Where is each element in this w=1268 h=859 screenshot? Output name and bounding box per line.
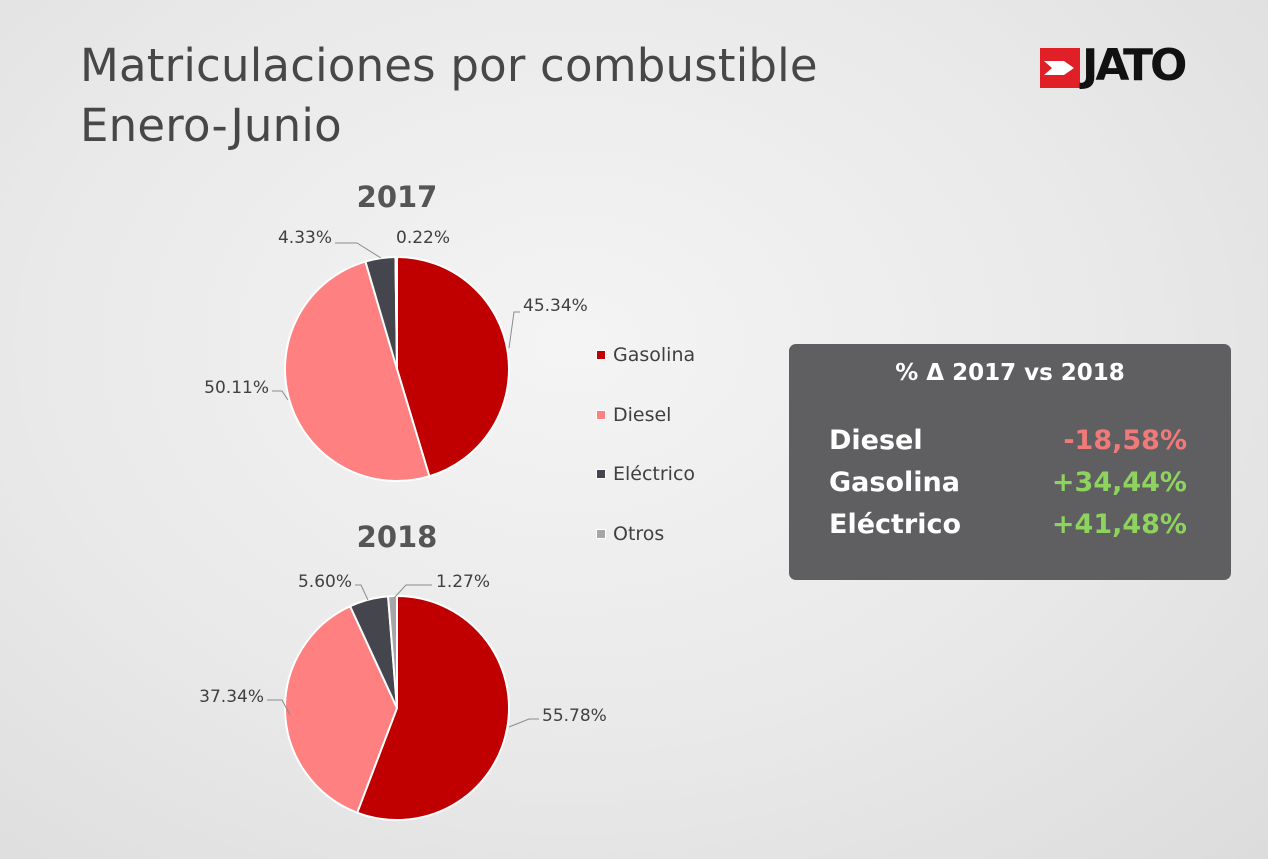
pie-slice-2018-otros xyxy=(386,594,398,709)
legend-item-diesel: Diesel xyxy=(596,402,695,462)
chart-legend: Gasolina Diesel Eléctrico Otros xyxy=(596,342,695,580)
data-label-2018-electrico: 5.60% xyxy=(298,572,352,592)
legend-swatch-electrico xyxy=(596,469,606,479)
title-line-1: Matriculaciones por combustible xyxy=(80,39,818,92)
pie-slice-2017-gasolina xyxy=(396,255,510,478)
pie-title-2018: 2018 xyxy=(357,520,438,554)
data-label-2018-gasolina: 55.78% xyxy=(542,706,607,726)
leader-line-2018-gasolina xyxy=(508,718,539,728)
pie-charts: 2017 45.34% 50.11% 4.33% 0.22% 2018 55.78% 37.3… xyxy=(199,180,607,821)
page-title: Matriculaciones por combustible Enero-Ju… xyxy=(80,36,818,156)
change-label: Diesel xyxy=(829,425,923,456)
change-row-gasolina: Gasolina +34,44% xyxy=(829,467,1187,507)
panel-title: % Δ 2017 vs 2018 xyxy=(895,360,1125,386)
change-label: Gasolina xyxy=(829,467,960,498)
logo-text: JATO xyxy=(1082,40,1187,91)
legend-label: Gasolina xyxy=(613,344,696,366)
legend-label: Eléctrico xyxy=(613,463,696,485)
legend-item-gasolina: Gasolina xyxy=(596,342,695,402)
pie-slice-2018-gasolina xyxy=(355,594,510,821)
leader-line-2017-diesel xyxy=(272,390,289,401)
data-label-2017-electrico: 4.33% xyxy=(278,228,332,248)
legend-swatch-diesel xyxy=(596,409,606,420)
change-value: -18,58% xyxy=(1063,425,1187,456)
pie-title-2017: 2017 xyxy=(357,180,438,214)
jato-logo: JATO xyxy=(1040,40,1215,91)
leader-line-2017-gasolina xyxy=(508,311,520,349)
change-summary-panel: % Δ 2017 vs 2018 Diesel -18,58% Gasolina… xyxy=(789,344,1231,580)
legend-swatch-otros xyxy=(596,528,606,539)
change-row-electrico: Eléctrico +41,48% xyxy=(829,509,1187,549)
legend-item-electrico: Eléctrico xyxy=(596,461,695,521)
data-label-2017-otros: 0.22% xyxy=(396,228,450,248)
leader-line-2018-otros xyxy=(393,584,432,599)
title-line-2: Enero-Junio xyxy=(80,99,342,152)
change-row-diesel: Diesel -18,58% xyxy=(829,425,1187,465)
legend-label: Diesel xyxy=(613,403,672,426)
leader-line-2018-diesel xyxy=(267,699,291,716)
change-label: Eléctrico xyxy=(829,509,962,540)
pie-slice-2017-otros xyxy=(394,255,398,370)
change-value: +41,48% xyxy=(1051,509,1187,540)
pie-slice-2018-diesel xyxy=(284,604,399,814)
legend-label: Otros xyxy=(613,522,665,545)
leader-line-2018-electrico xyxy=(355,584,369,601)
data-label-2017-diesel: 50.11% xyxy=(204,378,269,398)
leader-line-2017-electrico xyxy=(335,242,382,259)
legend-item-otros: Otros xyxy=(596,521,695,581)
jato-flag-icon xyxy=(1040,48,1080,88)
data-label-2018-otros: 1.27% xyxy=(436,572,490,592)
data-label-2017-gasolina: 45.34% xyxy=(523,296,588,316)
pie-slice-2017-diesel xyxy=(283,260,431,482)
change-value: +34,44% xyxy=(1051,467,1187,498)
legend-swatch-gasolina xyxy=(596,350,606,360)
data-label-2018-diesel: 37.34% xyxy=(199,687,264,707)
